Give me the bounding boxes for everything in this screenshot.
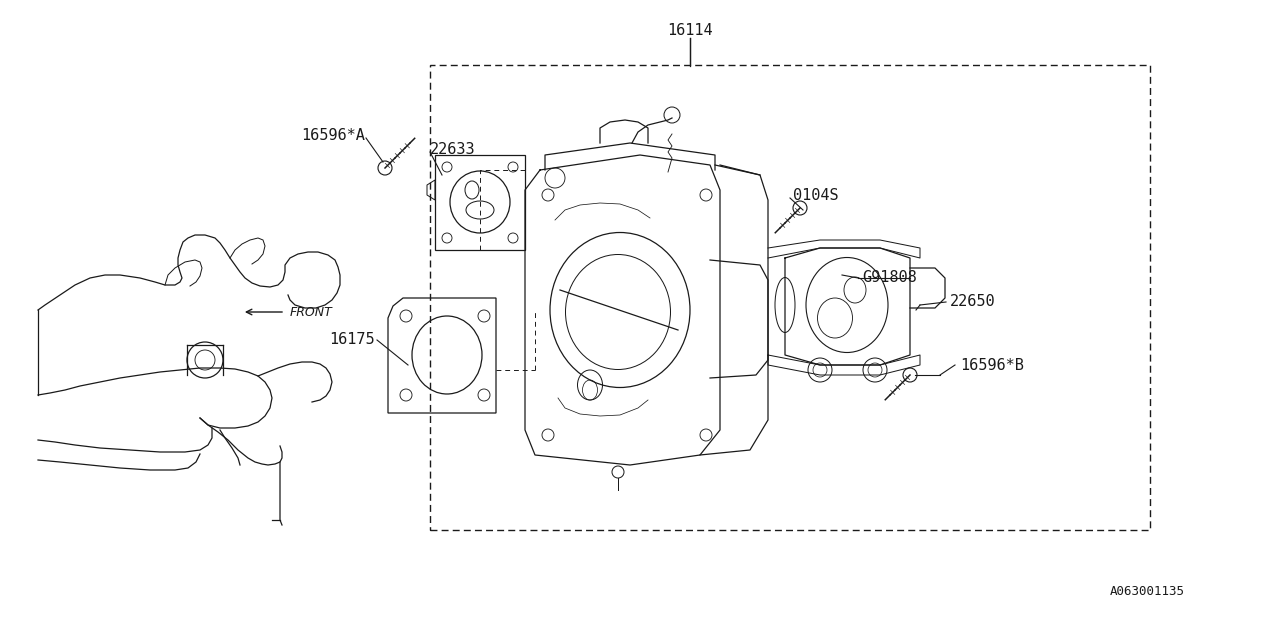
Text: 16596*B: 16596*B	[960, 358, 1024, 372]
Text: A063001135: A063001135	[1110, 585, 1185, 598]
Bar	[430, 65, 1149, 530]
Text: 22650: 22650	[950, 294, 996, 310]
Bar	[435, 155, 525, 250]
Text: 0104S: 0104S	[794, 188, 838, 202]
Text: G91808: G91808	[861, 271, 916, 285]
Text: 16114: 16114	[667, 23, 713, 38]
Text: 16175: 16175	[329, 333, 375, 348]
Text: FRONT: FRONT	[291, 305, 333, 319]
Text: 16596*A: 16596*A	[301, 127, 365, 143]
Text: 22633: 22633	[430, 143, 476, 157]
